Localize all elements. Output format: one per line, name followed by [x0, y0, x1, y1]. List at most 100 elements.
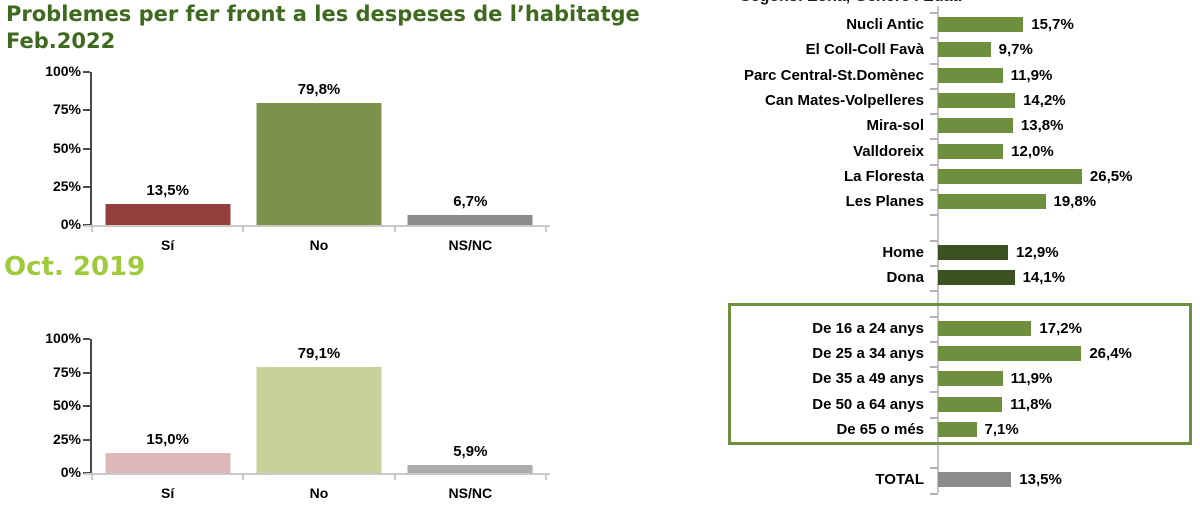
y-tick-mark: [83, 371, 90, 374]
axis-tick-mark: [930, 290, 938, 315]
segments-row-label: Home: [882, 243, 924, 261]
segments-row-label: Dona: [886, 269, 925, 287]
segments-bar: [938, 168, 1082, 184]
y-tick-label: 75%: [52, 363, 81, 380]
segments-value-label: 12,0%: [1011, 142, 1054, 160]
x-axis-tick: [91, 475, 93, 480]
y-tick-mark: [83, 438, 90, 441]
segments-value-label: 14,2%: [1023, 92, 1066, 110]
category-label: No: [309, 237, 329, 253]
axis-tick-mark: [930, 37, 938, 62]
segments-bar: [938, 67, 1003, 83]
segments-row: Valldoreix 12,0%: [728, 138, 1192, 163]
axis-tick-mark: [930, 87, 938, 113]
chart-oct2019: 100% 75% 50% 25% 0% 15,0% 79,1% 5,9% Sí No NS/NC: [25, 329, 555, 504]
y-tick-mark: [83, 109, 90, 112]
x-axis-tick: [393, 475, 396, 480]
axis-tick-mark: [930, 214, 938, 239]
x-axis-line: [84, 473, 550, 475]
segments-caption-clipped: Segons: Zona, Gènere i Edat.: [740, 0, 1070, 6]
segments-row-label: De 65 o més: [836, 420, 924, 438]
y-axis-line: [90, 339, 92, 473]
y-tick-mark: [83, 185, 90, 188]
category-labels: Sí No NS/NC: [92, 485, 546, 501]
segments-bar: [938, 42, 991, 58]
segments-row: Mira-sol 13,8%: [728, 113, 1192, 138]
page-title-line2: Feb.2022: [6, 29, 116, 53]
segments-row-label: Valldoreix: [853, 142, 924, 160]
y-tick-mark: [83, 338, 90, 340]
axis-tick-mark: [930, 315, 938, 341]
bar-value-label: 5,9%: [453, 443, 488, 461]
segments-value-label: 7,1%: [984, 420, 1019, 438]
axis-tick-mark: [930, 416, 938, 442]
y-tick-label: 50%: [52, 139, 81, 156]
segments-bar: [938, 472, 1012, 488]
y-axis-line: [90, 72, 92, 225]
segments-row: De 50 a 64 anys 11,8%: [728, 391, 1192, 416]
page-title: Problemes per fer front a les despeses d…: [6, 1, 640, 55]
y-tick-label: 75%: [52, 101, 81, 118]
segments-row: TOTAL 13,5%: [728, 467, 1192, 492]
y-tick-label: 100%: [45, 330, 81, 346]
y-tick-label: 50%: [52, 397, 81, 413]
category-label: NS/NC: [448, 485, 493, 501]
bar-column: 13,5%: [92, 72, 243, 225]
axis-tick-mark: [930, 467, 938, 492]
segments-bar: [938, 270, 1015, 286]
x-axis-tick: [545, 227, 547, 232]
segments-row-label: TOTAL: [875, 471, 924, 489]
axis-tick-mark: [930, 138, 938, 163]
axis-tick-mark: [930, 366, 938, 391]
bar-value-label: 6,7%: [453, 192, 488, 210]
segments-bar: [938, 194, 1046, 210]
segments-value-label: 17,2%: [1039, 319, 1082, 337]
bar-s: [105, 204, 231, 225]
y-tick-mark: [83, 147, 90, 150]
segments-value-label: 26,5%: [1089, 167, 1133, 185]
segments-value-label: 15,7%: [1031, 16, 1074, 34]
y-tick-label: 25%: [52, 430, 81, 447]
x-axis-tick: [393, 227, 396, 232]
segments-bar: [938, 320, 1032, 336]
segments-value-label: 9,7%: [998, 41, 1033, 59]
category-label: No: [309, 485, 329, 501]
bar-s: [105, 452, 231, 473]
y-tick-mark: [83, 71, 90, 73]
segments-row-label: La Floresta: [843, 167, 924, 185]
axis-tick-mark: [930, 264, 938, 290]
segments-value-label: 11,9%: [1010, 370, 1053, 388]
segments-caption-text: Segons: Zona, Gènere i Edat.: [740, 0, 1070, 6]
segments-bar: [938, 17, 1024, 33]
bar-column: 6,7%: [395, 72, 546, 225]
axis-tick-mark: [930, 239, 938, 265]
bar-column: 79,1%: [243, 339, 394, 473]
axis-tick-mark: [930, 62, 938, 88]
plot-area: 15,0% 79,1% 5,9%: [92, 339, 546, 473]
segments-bar: [938, 371, 1003, 387]
axis-tick-mark: [930, 492, 938, 495]
segments-row-label: De 35 a 49 anys: [812, 370, 924, 388]
segments-row-label: De 25 a 34 anys: [812, 345, 924, 362]
segments-row: Dona 14,1%: [728, 264, 1192, 290]
y-tick-label: 25%: [52, 177, 81, 194]
segments-value-label: 12,9%: [1016, 243, 1059, 261]
segments-row-label: Mira-sol: [866, 117, 924, 135]
segments-bar: [938, 244, 1009, 260]
segments-spacer-row: [728, 290, 1192, 315]
axis-tick-mark: [930, 391, 938, 416]
x-axis-tick: [545, 475, 547, 480]
segments-row: Parc Central-St.Domènec 11,9%: [728, 62, 1192, 88]
segments-row: De 16 a 24 anys 17,2%: [728, 315, 1192, 341]
bar-no: [256, 367, 382, 473]
bar-value-label: 15,0%: [146, 430, 189, 448]
segments-row-label: Parc Central-St.Domènec: [743, 66, 924, 84]
x-axis-tick: [242, 475, 245, 480]
segments-row-label: Nucli Antic: [846, 16, 924, 34]
segments-row: Les Planes 19,8%: [728, 189, 1192, 214]
page-title-line1: Problemes per fer front a les despeses d…: [6, 2, 640, 26]
segments-value-label: 26,4%: [1089, 345, 1132, 362]
segments-row: Nucli Antic 15,7%: [728, 12, 1192, 37]
bar-value-label: 79,1%: [297, 345, 341, 363]
bar-no: [256, 102, 382, 225]
